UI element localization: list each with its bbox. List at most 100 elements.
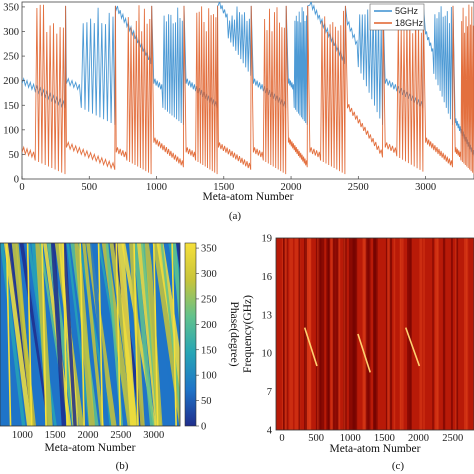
panel-b-colorbar bbox=[184, 242, 197, 427]
panel-b-xtick-label: 2000 bbox=[78, 430, 99, 441]
legend-label-5ghz: 5GHz bbox=[395, 6, 419, 16]
colorbar-tick-label: 200 bbox=[201, 320, 217, 331]
panel-b: 1000 1500 2000 2500 3000 Meta-atom Number (b… bbox=[0, 242, 240, 472]
panel-c-ytick-label: 19 bbox=[262, 234, 273, 245]
panel-b-phase-band bbox=[62, 243, 77, 426]
panel-b-phase-band bbox=[148, 243, 180, 426]
panel-c-xtick-label: 2500 bbox=[442, 433, 463, 444]
panel-b-colorbar-label: Phase(degree) bbox=[228, 301, 240, 366]
panel-b-xlabel: Meta-atom Number bbox=[44, 442, 135, 454]
series-line-18ghz bbox=[22, 4, 474, 175]
panel-c-ytick-label: 10 bbox=[262, 349, 273, 360]
panel-b-phase-band bbox=[93, 243, 123, 426]
panel-b-frame bbox=[0, 242, 181, 427]
panel-b-phase-band bbox=[3, 243, 33, 426]
panel-a-x-axis: 0 500 1000 1500 2000 2500 3000 bbox=[19, 176, 436, 193]
panel-b-phase-band bbox=[144, 243, 163, 426]
panel-c-band bbox=[373, 238, 376, 430]
panel-b-phase-band bbox=[156, 243, 180, 390]
panel-c-band bbox=[327, 238, 330, 430]
panel-b-boundary-line bbox=[5, 243, 12, 426]
panel-c-band bbox=[419, 238, 423, 430]
panel-c-resonance-line bbox=[303, 327, 318, 367]
panel-c-band bbox=[385, 238, 388, 430]
panel-c-ytick-label: 4 bbox=[267, 426, 273, 437]
panel-b-xtick-label: 3000 bbox=[143, 430, 164, 441]
panel-c-ytick-label: 16 bbox=[262, 272, 273, 283]
colorbar-tick-label: 350 bbox=[201, 244, 217, 255]
legend-label-18ghz: 18GHz bbox=[395, 18, 424, 28]
legend-box bbox=[369, 3, 425, 31]
panel-a: 0 50 100 150 200 250 300 350 0 500 1000 1500 2000 25… bbox=[3, 1, 474, 222]
panel-b-phase-band bbox=[82, 243, 104, 426]
panel-b-boundary-line bbox=[115, 243, 122, 426]
panel-c-xtick-label: 1500 bbox=[374, 433, 395, 444]
panel-b-xtick-label: 2500 bbox=[110, 430, 131, 441]
panel-b-colorbar-ticks: 0 50 100 150 200 250 300 350 bbox=[196, 244, 217, 433]
panel-b-x-axis: 1000 1500 2000 2500 3000 bbox=[12, 430, 164, 441]
panel-c-band bbox=[390, 238, 392, 430]
panel-c-band bbox=[307, 238, 311, 430]
panel-c-band bbox=[409, 238, 412, 430]
panel-a-y-axis: 0 50 100 150 200 250 300 350 bbox=[3, 2, 25, 186]
panel-c-band bbox=[436, 238, 439, 430]
panel-a-ytick-label: 350 bbox=[3, 2, 19, 13]
colorbar-tick-label: 0 bbox=[201, 422, 206, 433]
panel-b-heatmap bbox=[0, 243, 180, 426]
panel-c: 4 7 10 13 16 19 0 500 1000 1500 2000 2500 Frequenc… bbox=[242, 234, 474, 472]
panel-a-ytick-label: 150 bbox=[3, 101, 19, 112]
panel-c-band bbox=[367, 238, 371, 430]
panel-c-frame bbox=[275, 237, 474, 431]
panel-b-phase-band bbox=[152, 243, 180, 426]
panel-c-band bbox=[455, 238, 457, 430]
panel-c-resonance-line bbox=[404, 327, 421, 367]
panel-c-band bbox=[352, 238, 355, 430]
panel-b-xtick-label: 1500 bbox=[45, 430, 66, 441]
panel-c-band bbox=[298, 238, 301, 430]
panel-c-resonance-line bbox=[357, 333, 371, 373]
panel-c-band bbox=[335, 238, 339, 430]
panel-b-phase-band bbox=[0, 243, 26, 426]
panel-a-legend: 5GHz 18GHz bbox=[369, 3, 425, 31]
panel-b-boundary-line bbox=[171, 243, 177, 426]
panel-b-phase-band bbox=[176, 243, 180, 273]
panel-a-xtick-label: 1500 bbox=[213, 182, 234, 193]
panel-c-ytick-label: 13 bbox=[262, 310, 273, 321]
panel-b-boundary-line bbox=[41, 243, 47, 426]
panel-c-band bbox=[387, 238, 391, 430]
panel-c-band bbox=[320, 238, 325, 430]
panel-b-phase-band bbox=[15, 243, 34, 426]
panel-c-xlabel: Meta-atom Number bbox=[329, 443, 420, 455]
panel-c-band bbox=[289, 238, 293, 430]
panel-c-band bbox=[442, 238, 446, 430]
panel-b-xtick-label: 1000 bbox=[12, 430, 33, 441]
panel-c-band bbox=[317, 238, 322, 430]
panel-a-ytick-label: 200 bbox=[3, 76, 19, 87]
panel-a-xlabel: Meta-atom Number bbox=[202, 191, 293, 203]
panel-b-phase-band bbox=[90, 243, 110, 426]
panel-a-xtick-label: 2000 bbox=[281, 182, 302, 193]
panel-b-boundary-line bbox=[97, 243, 104, 426]
panel-a-ytick-label: 0 bbox=[14, 175, 19, 186]
colorbar-tick-label: 150 bbox=[201, 345, 217, 356]
panel-c-band bbox=[283, 238, 286, 430]
panel-c-y-axis: 4 7 10 13 16 19 bbox=[262, 234, 273, 437]
panel-a-plot-area bbox=[22, 2, 474, 175]
panel-c-band bbox=[432, 238, 434, 430]
panel-a-xtick-label: 500 bbox=[81, 182, 97, 193]
panel-b-phase-band bbox=[66, 243, 91, 426]
panel-a-xtick-label: 2500 bbox=[348, 182, 369, 193]
panel-c-band bbox=[317, 238, 319, 430]
panel-c-band bbox=[365, 238, 369, 430]
panel-c-band bbox=[400, 238, 404, 430]
colorbar-tick-label: 50 bbox=[201, 396, 212, 407]
panel-c-xtick-label: 500 bbox=[308, 433, 324, 444]
panel-c-caption: (c) bbox=[392, 460, 405, 472]
panel-b-caption: (b) bbox=[116, 460, 129, 472]
panel-b-phase-band bbox=[133, 243, 155, 426]
panel-a-ytick-label: 300 bbox=[3, 27, 19, 38]
panel-c-xtick-label: 1000 bbox=[340, 433, 361, 444]
panel-c-band bbox=[343, 238, 346, 430]
panel-b-boundary-line bbox=[26, 243, 33, 426]
